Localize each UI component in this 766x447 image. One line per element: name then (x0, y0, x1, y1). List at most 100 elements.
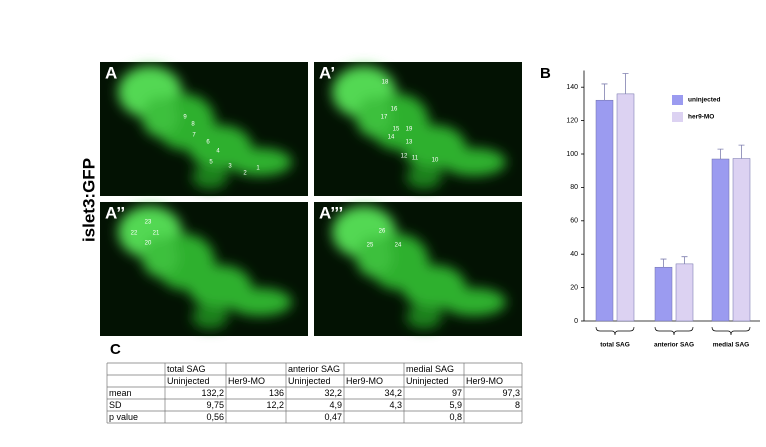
table-cell: Her9-MO (466, 376, 503, 386)
group-brace (711, 326, 751, 336)
error-bar (622, 73, 629, 94)
legend-label: uninjected (688, 97, 721, 104)
cell-number: 4 (216, 149, 220, 155)
y-tick-label: 60 (570, 218, 578, 225)
panel-letter: A’’’ (319, 203, 343, 222)
micrograph-image (314, 202, 522, 336)
legend-swatch (672, 95, 683, 105)
error-bar (717, 148, 724, 160)
cell-number: 26 (379, 229, 386, 235)
cell-number: 8 (191, 122, 195, 128)
table-cell: 32,2 (324, 388, 342, 398)
cell-number: 7 (192, 133, 196, 139)
cell-number: 6 (206, 140, 210, 146)
bar (711, 158, 730, 322)
y-tick-label: 80 (570, 184, 578, 191)
y-tick-label: 0 (574, 318, 578, 325)
panel-letter: C (110, 341, 121, 358)
cell-number: 15 (393, 127, 400, 133)
table-cell: 0,56 (206, 412, 224, 422)
cell-number: 25 (367, 243, 374, 249)
error-bar (601, 83, 608, 101)
y-tick-label: 140 (566, 84, 578, 91)
error-bar (681, 256, 688, 264)
group-brace (595, 326, 635, 336)
table-cell: 0,8 (449, 412, 462, 422)
table-cell: medial SAG (406, 364, 454, 374)
cell-number: 21 (153, 231, 160, 237)
micrograph-image (314, 62, 522, 196)
cell-number: 2 (243, 171, 247, 177)
error-bar (738, 144, 745, 159)
x-tick-label: total SAG (600, 342, 630, 349)
micrograph: A’’’ 26 25 24 (314, 202, 522, 336)
cell-number: 22 (131, 231, 138, 237)
table-cell: 97,3 (502, 388, 520, 398)
cell-number: 9 (183, 115, 187, 121)
table-cell: total SAG (167, 364, 206, 374)
error-bar (660, 258, 667, 268)
y-tick-label: 100 (566, 151, 578, 158)
cell-number: 3 (228, 164, 232, 170)
bar (595, 99, 614, 322)
table-cell: 8 (515, 400, 520, 410)
table-cell: p value (109, 412, 138, 422)
x-tick-label: medial SAG (713, 342, 749, 349)
legend-swatch (672, 112, 683, 122)
cell-number: 16 (391, 107, 398, 113)
table-cell: 4,9 (329, 400, 342, 410)
table-cell: Her9-MO (228, 376, 265, 386)
cell-number: 19 (406, 127, 413, 133)
y-label: islet3:GFP (79, 158, 98, 242)
cell-number: 5 (209, 160, 213, 166)
table-cell: SD (109, 400, 122, 410)
group-brace (654, 326, 694, 336)
cell-number: 14 (388, 135, 395, 141)
panel-letter: A (105, 63, 117, 82)
table-cell: Uninjected (406, 376, 449, 386)
table-cell: anterior SAG (288, 364, 340, 374)
table-cell: 97 (452, 388, 462, 398)
legend-label: her9-MO (688, 114, 714, 121)
bar (616, 93, 635, 322)
table-cell: 132,2 (201, 388, 224, 398)
panel-letter: A’’ (105, 203, 125, 222)
cell-number: 12 (401, 154, 408, 160)
micrograph-image (100, 62, 308, 196)
cell-number: 20 (145, 241, 152, 247)
table-cell: Her9-MO (346, 376, 383, 386)
cell-number: 10 (432, 158, 439, 164)
y-tick-label: 20 (570, 284, 578, 291)
bar (654, 266, 673, 322)
y-tick-label: 120 (566, 117, 578, 124)
cell-number: 13 (406, 140, 413, 146)
micrograph-image (100, 202, 308, 336)
cell-number: 18 (382, 80, 389, 86)
cell-number: 11 (412, 156, 419, 162)
table-cell: 4,3 (389, 400, 402, 410)
y-tick-label: 40 (570, 251, 578, 258)
table-cell: 12,2 (266, 400, 284, 410)
x-tick-label: anterior SAG (654, 342, 694, 349)
table-cell: 9,75 (206, 400, 224, 410)
cell-number: 17 (381, 115, 388, 121)
cell-number: 23 (145, 220, 152, 226)
table-cell: 0,47 (324, 412, 342, 422)
cell-number: 1 (256, 166, 260, 172)
table-cell: 136 (269, 388, 284, 398)
panel-letter: A’ (319, 63, 335, 82)
table-cell: 5,9 (449, 400, 462, 410)
table-cell: Uninjected (288, 376, 331, 386)
bar (675, 263, 694, 322)
table-cell: 34,2 (384, 388, 402, 398)
table-cell: Uninjected (167, 376, 210, 386)
panel-letter: B (540, 65, 551, 82)
cell-number: 24 (395, 243, 402, 249)
table-cell: mean (109, 388, 132, 398)
bar (732, 158, 751, 322)
